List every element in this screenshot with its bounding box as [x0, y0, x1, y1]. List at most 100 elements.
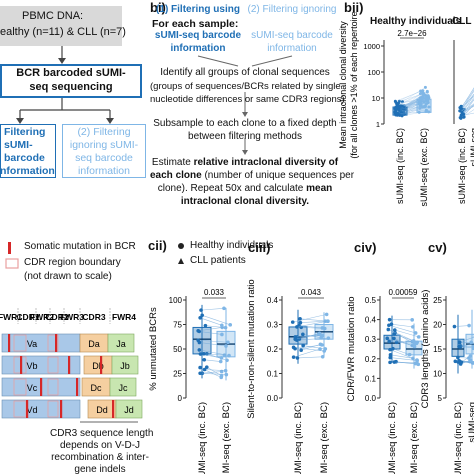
data-point — [391, 347, 395, 351]
bi-step4c-pre: clone). Repeat 50x and calculate — [158, 183, 306, 194]
somatic-mutation-mark — [100, 356, 102, 374]
y-tick-label: 10 — [433, 370, 442, 379]
bi-step4a-bold: relative intraclonal diversity of — [194, 157, 339, 168]
ciii-plot: Silent-to-non-silent mutation ratio 0.4 0.… — [246, 270, 346, 474]
j-gene-label: Jc — [119, 383, 129, 393]
bii-p-value: 2.7e−26 — [397, 29, 427, 38]
x-tick-label-exc-bc: sUMI-seq (exc. BC) — [221, 402, 232, 474]
somatic-mutation-mark — [40, 378, 42, 396]
v-gene-label: Vc — [27, 383, 38, 393]
data-point — [225, 358, 229, 362]
y-axis-label: Silent-to-non-silent mutation ratio — [246, 279, 257, 418]
bii-cll-x-tick-2: sUMI-seq — [469, 128, 474, 167]
somatic-mutation-mark — [55, 334, 57, 352]
data-point — [453, 325, 457, 329]
bii-x-tick-2: sUMI-seq (exc. BC) — [419, 128, 429, 207]
data-point — [292, 346, 296, 350]
bi-step4a: Estimate relative intraclonal diversity … — [150, 157, 340, 168]
data-point — [227, 354, 231, 358]
right-filter-line4: information — [62, 165, 146, 177]
bi-step1: Identify all groups of clonal sequences — [150, 67, 340, 78]
y-tick-label: 15 — [433, 345, 442, 354]
data-point — [198, 366, 202, 370]
bii-point — [397, 102, 400, 105]
x-tick-label-inc-bc: sUMI-seq (inc. BC) — [293, 402, 304, 474]
bi-step4b-bold: each clone — [150, 170, 202, 181]
data-point — [224, 326, 228, 330]
y-tick-label: 0.3 — [267, 321, 279, 330]
panel-ci: Somatic mutation in BCR CDR region bound… — [0, 238, 150, 474]
data-point — [318, 347, 322, 351]
v-gene-label: Vb — [26, 361, 37, 371]
data-point — [296, 356, 300, 360]
pair-line — [454, 326, 469, 327]
data-point — [415, 358, 419, 362]
data-point — [458, 340, 462, 344]
bii-y-tick-label: 10 — [372, 94, 380, 103]
data-point — [388, 356, 392, 360]
data-point — [414, 331, 418, 335]
left-filter-line1: Filtering — [4, 126, 45, 138]
panel-bii: bii) Healthy individuals CLL pati Mean i… — [338, 0, 474, 215]
data-point — [324, 347, 328, 351]
j-gene-label: Jb — [120, 361, 130, 371]
region-label-fwr3: FWR3 — [60, 312, 84, 322]
data-point — [467, 324, 471, 328]
y-tick-label: 0.0 — [267, 394, 279, 403]
data-point — [388, 318, 392, 322]
data-point — [388, 361, 392, 365]
x-tick-label-inc-bc: sUMI-seq (inc. BC) — [387, 402, 398, 474]
data-point — [198, 348, 202, 352]
ci-note-line2: depends on V-D-J — [50, 440, 150, 451]
bii-point — [419, 90, 422, 93]
bi-step4c-bold: mean — [306, 183, 332, 194]
data-point — [299, 321, 303, 325]
v-gene-label: Va — [27, 339, 37, 349]
data-point — [196, 329, 200, 333]
data-point — [408, 353, 412, 357]
y-tick-label: 0.2 — [365, 355, 377, 364]
ci-note-line1: CDR3 sequence length — [50, 428, 150, 439]
data-point — [410, 318, 414, 322]
data-point — [395, 340, 399, 344]
data-point — [453, 359, 457, 363]
y-tick-label: 100 — [169, 296, 183, 305]
healthy-dot-icon — [178, 243, 184, 249]
somatic-mutation-mark — [60, 400, 62, 418]
bi-step2b: nucleotide differences or same CDR3 regi… — [150, 94, 340, 105]
y-axis-label: CDR/FWR mutation ratio — [346, 296, 357, 401]
data-point — [393, 328, 397, 332]
data-point — [199, 352, 203, 356]
bii-y-tick-label: 1 — [376, 120, 380, 129]
data-point — [202, 352, 206, 356]
somatic-mutation-mark — [8, 334, 10, 352]
y-tick-label: 0.4 — [267, 296, 279, 305]
bi-step4b-rest: (number of unique sequences per — [202, 170, 354, 181]
data-point — [414, 362, 418, 366]
data-point — [411, 325, 415, 329]
y-tick-label: 0.0 — [365, 394, 377, 403]
panel-bi: bi) For each sample: (1) Filtering using… — [150, 0, 340, 215]
region-label-cdr3: CDR3 — [82, 312, 105, 322]
panel-civ-label: civ) — [354, 240, 376, 255]
data-point — [220, 333, 224, 337]
panel-cv-label: cv) — [428, 240, 447, 255]
ci-note-line4: gene indels — [50, 464, 150, 475]
somatic-mutation-mark — [26, 400, 28, 418]
p-value-label: 0.033 — [204, 288, 225, 297]
left-filter-line4: nformation — [0, 165, 55, 177]
bii-cll-point — [463, 115, 466, 118]
data-point — [327, 336, 331, 340]
pair-line — [391, 324, 412, 327]
x-tick-label-exc-bc: sUMI-seq — [467, 402, 474, 443]
data-point — [220, 374, 224, 378]
data-point — [319, 336, 323, 340]
data-point — [220, 356, 224, 360]
somatic-mutation-mark — [76, 378, 78, 396]
somatic-mutation-mark — [20, 356, 22, 374]
ci-note-line3: recombination & inter- — [50, 452, 150, 463]
data-point — [198, 372, 202, 376]
panel-a: PBMC DNA: ealthy (n=11) & CLL (n=7) BCR … — [0, 0, 148, 180]
x-tick-label-exc-bc: sUMI-seq (exc. BC) — [319, 402, 330, 474]
